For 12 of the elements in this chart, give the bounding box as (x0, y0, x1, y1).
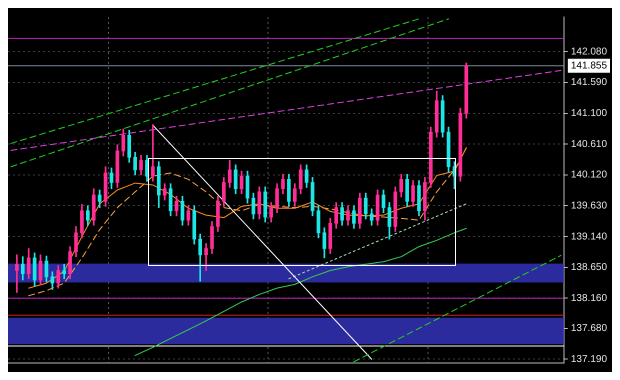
y-tick-label: 138.160 (570, 292, 608, 304)
y-tick-label: 142.080 (570, 46, 608, 58)
y-tick-label: 138.650 (570, 262, 608, 274)
y-tick-label: 141.590 (570, 77, 608, 88)
y-tick-label: 139.140 (570, 231, 608, 242)
ref-line-label: 141.855 (570, 60, 608, 72)
y-tick-label: 137.680 (570, 323, 608, 334)
y-tick-label: 139.630 (570, 200, 608, 212)
y-tick-label: 140.610 (570, 138, 608, 150)
y-tick-label: 140.120 (570, 170, 608, 181)
y-tick-label: 141.100 (570, 108, 608, 119)
y-tick-label: 137.190 (570, 354, 608, 365)
